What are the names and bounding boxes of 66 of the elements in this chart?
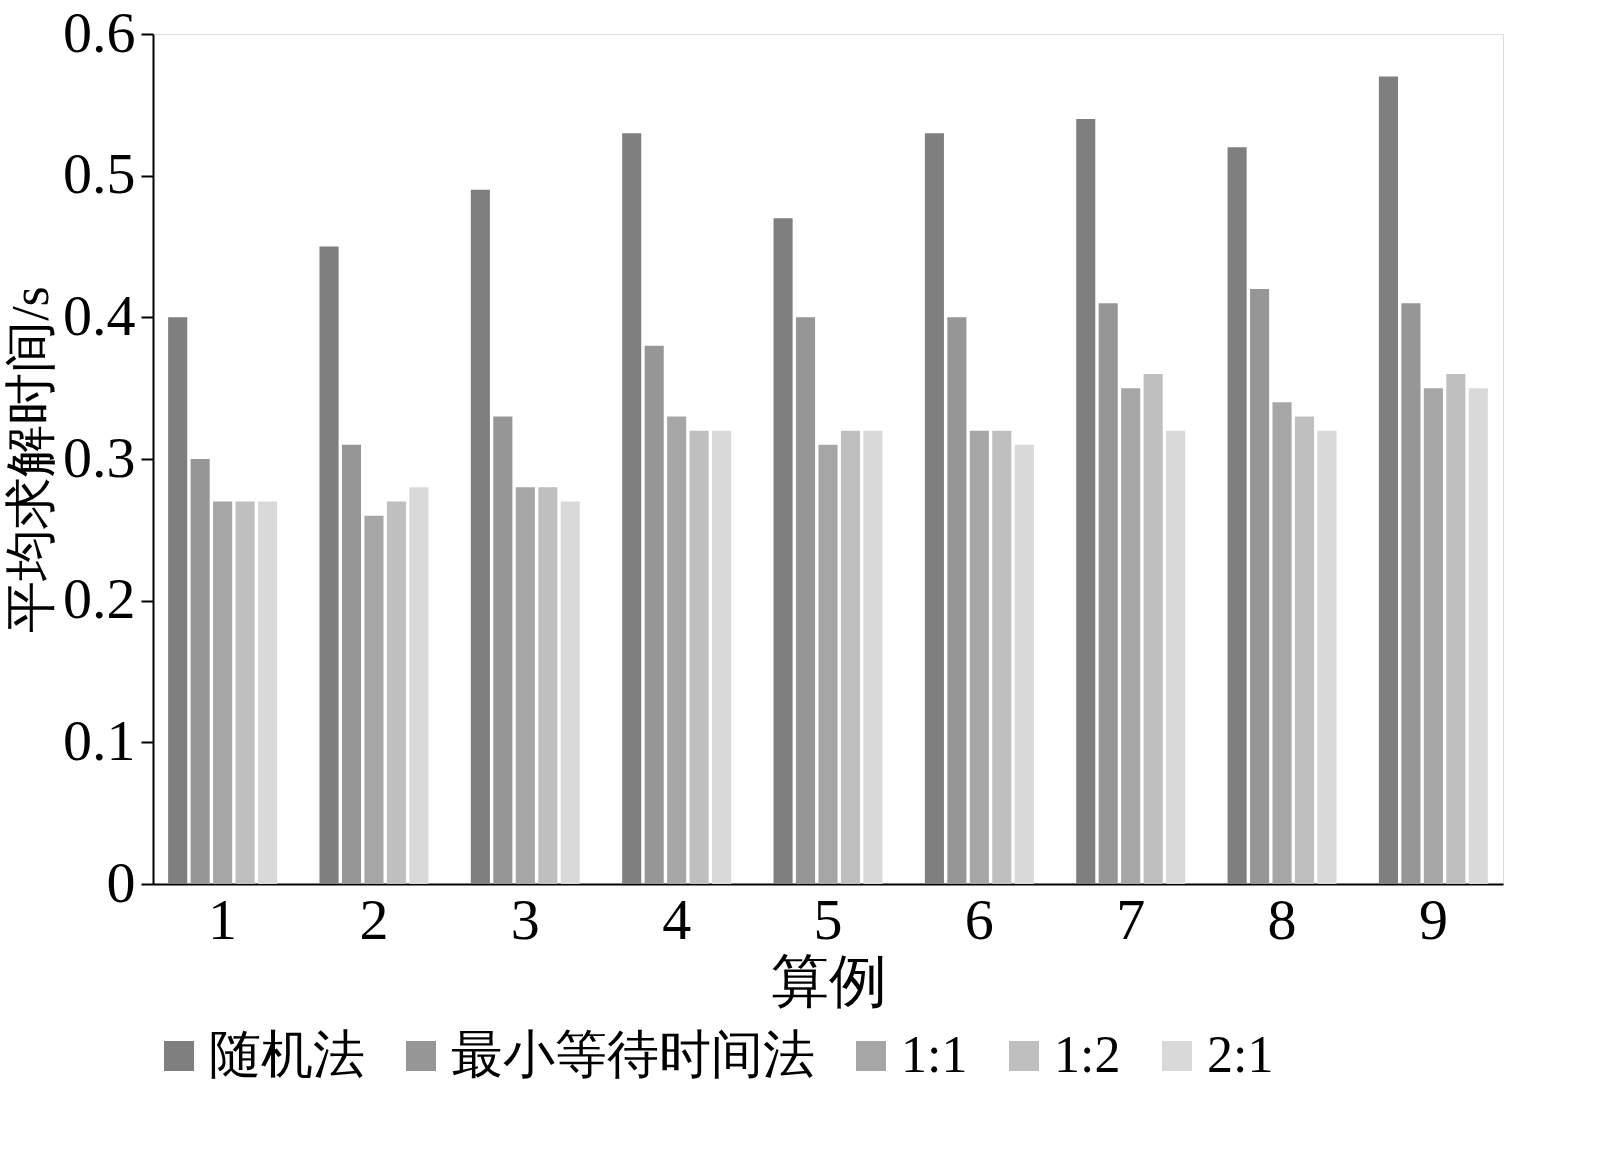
x-tick-label: 8 bbox=[1267, 886, 1297, 952]
x-tick-label: 9 bbox=[1418, 886, 1448, 952]
x-tick-label: 1 bbox=[208, 886, 238, 952]
bar bbox=[168, 317, 188, 884]
bar bbox=[689, 430, 709, 884]
bar bbox=[213, 501, 233, 884]
x-tick-label: 7 bbox=[1116, 886, 1146, 952]
bar bbox=[235, 501, 255, 884]
legend-label: 2:1 bbox=[1207, 1026, 1274, 1083]
bar bbox=[992, 430, 1012, 884]
bar bbox=[1098, 303, 1118, 884]
bar bbox=[409, 487, 429, 884]
bar bbox=[319, 246, 339, 884]
x-tick-label: 2 bbox=[359, 886, 389, 952]
bar bbox=[515, 487, 535, 884]
bar bbox=[969, 430, 989, 884]
bar bbox=[622, 133, 642, 884]
legend-label: 随机法 bbox=[209, 1026, 365, 1083]
bar bbox=[190, 459, 210, 884]
bar bbox=[1401, 303, 1421, 884]
y-tick-label: 0.5 bbox=[63, 141, 136, 207]
bar bbox=[341, 444, 362, 884]
legend-label: 1:2 bbox=[1054, 1026, 1121, 1083]
bar bbox=[1166, 430, 1186, 884]
bar bbox=[1250, 289, 1270, 884]
legend-label: 最小等待时间法 bbox=[451, 1026, 815, 1083]
bar bbox=[364, 515, 384, 884]
bar bbox=[470, 189, 490, 884]
bar bbox=[863, 430, 883, 884]
y-tick-label: 0.3 bbox=[63, 424, 136, 490]
bar bbox=[924, 133, 944, 884]
bar bbox=[644, 345, 664, 884]
bar bbox=[1468, 388, 1488, 884]
y-tick-label: 0.2 bbox=[63, 566, 136, 632]
bar bbox=[818, 444, 838, 884]
y-tick-label: 0 bbox=[106, 849, 136, 915]
bar bbox=[712, 430, 732, 884]
bar bbox=[1076, 119, 1096, 884]
x-tick-label: 4 bbox=[662, 886, 692, 952]
y-tick-label: 0.1 bbox=[63, 707, 136, 773]
bar bbox=[538, 487, 558, 884]
bar bbox=[1378, 76, 1398, 884]
y-tick-label: 0.6 bbox=[63, 0, 136, 65]
legend-label: 1:1 bbox=[901, 1026, 968, 1083]
bar bbox=[1121, 388, 1141, 884]
bar bbox=[493, 416, 513, 884]
bar bbox=[1014, 444, 1034, 884]
bar bbox=[1423, 388, 1443, 884]
bar bbox=[1227, 147, 1247, 884]
bar bbox=[667, 416, 687, 884]
bar bbox=[1446, 374, 1466, 884]
bar bbox=[258, 501, 278, 884]
bar bbox=[386, 501, 406, 884]
y-axis-title: 平均求解时间/s bbox=[2, 286, 59, 633]
bar bbox=[1143, 374, 1163, 884]
bar bbox=[1294, 416, 1315, 884]
bar bbox=[1272, 402, 1292, 884]
x-tick-label: 3 bbox=[510, 886, 540, 952]
bar bbox=[947, 317, 967, 884]
bar bbox=[773, 218, 793, 884]
bar bbox=[560, 501, 580, 884]
bar bbox=[795, 317, 816, 884]
bar bbox=[840, 430, 861, 884]
bar bbox=[1317, 430, 1337, 884]
x-tick-label: 6 bbox=[964, 886, 994, 952]
y-tick-label: 0.4 bbox=[63, 282, 136, 348]
